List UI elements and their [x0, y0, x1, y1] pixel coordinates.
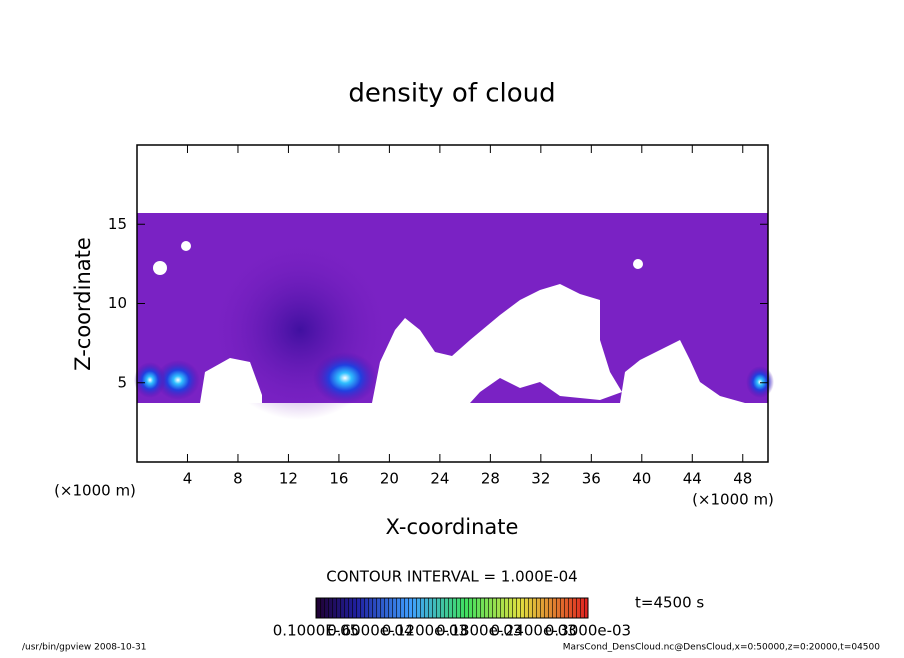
x-tick-label: 16 [329, 470, 348, 488]
y-unit: (×1000 m) [54, 482, 136, 500]
footer-right: MarsCond_DensCloud.nc@DensCloud,x=0:5000… [563, 643, 880, 653]
contour-field [134, 145, 774, 420]
colorbar-frame [315, 597, 589, 619]
colorbar-label: 0.1200e-03 [382, 622, 468, 640]
clear-region [153, 261, 167, 275]
x-axis-title: X-coordinate [386, 515, 519, 539]
colorbar-label: 0.3000e-03 [545, 622, 631, 640]
clear-region [181, 241, 191, 251]
x-tick-label: 24 [430, 470, 449, 488]
clear-region [620, 340, 745, 403]
x-tick-label: 12 [279, 470, 298, 488]
contour-interval: CONTOUR INTERVAL = 1.000E-04 [326, 568, 577, 586]
cloud-core [746, 366, 774, 398]
x-tick-label: 48 [733, 470, 752, 488]
clear-region [633, 259, 643, 269]
cloud-core [134, 362, 166, 398]
clear-region [372, 284, 622, 403]
x-unit: (×1000 m) [692, 491, 774, 509]
x-tick-label: 32 [531, 470, 550, 488]
clear-region [137, 145, 768, 213]
colorbar-label: 0.1800e-03 [436, 622, 522, 640]
y-axis-title: Z-coordinate [71, 237, 95, 371]
y-tick-label: 5 [117, 373, 127, 391]
footer-left: /usr/bin/gpview 2008-10-31 [22, 643, 146, 653]
x-tick-label: 8 [233, 470, 243, 488]
chart-title: density of cloud [348, 79, 555, 109]
colorbar-label: 0.6000e-04 [327, 622, 413, 640]
x-tick-label: 28 [481, 470, 500, 488]
x-tick-label: 20 [380, 470, 399, 488]
colorbar-label: 0.1000E-05 [273, 622, 359, 640]
x-tick-label: 4 [183, 470, 193, 488]
time-label: t=4500 s [635, 594, 704, 612]
x-tick-label: 44 [683, 470, 702, 488]
colorbar-label: 0.2400e-03 [490, 622, 576, 640]
y-tick-label: 15 [108, 215, 127, 233]
x-tick-label: 40 [632, 470, 651, 488]
x-tick-label: 36 [582, 470, 601, 488]
cloud-core [156, 360, 200, 400]
y-tick-label: 10 [108, 294, 127, 312]
clear-region [200, 358, 262, 403]
cloud-core [313, 352, 377, 404]
